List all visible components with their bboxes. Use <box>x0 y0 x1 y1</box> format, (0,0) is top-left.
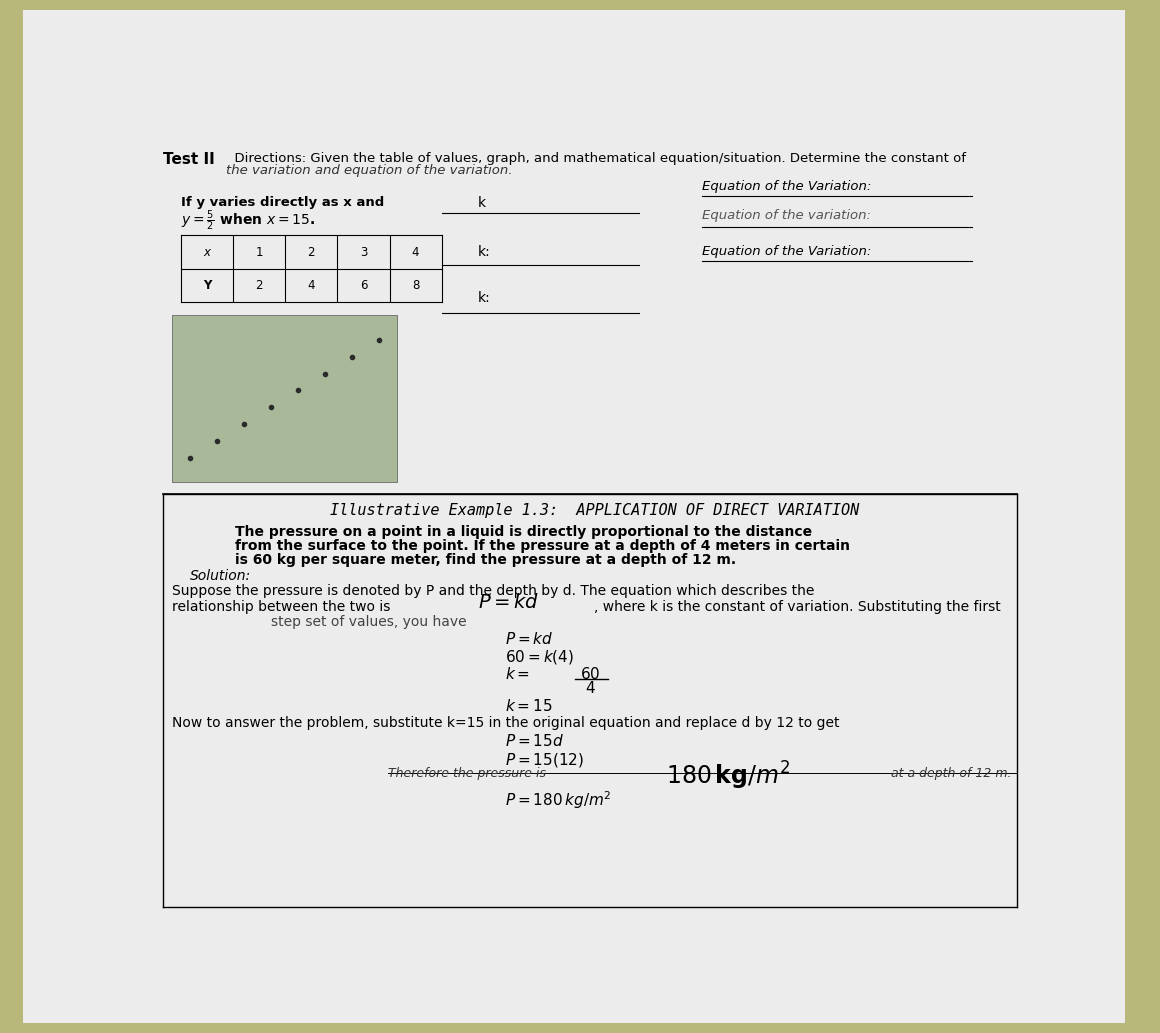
Text: $P = 15(12)$: $P = 15(12)$ <box>505 751 583 769</box>
Text: $P = 180\,\mathregular{kg}/m^2$: $P = 180\,\mathregular{kg}/m^2$ <box>505 789 611 811</box>
Text: $k = 15$: $k = 15$ <box>505 698 552 714</box>
Text: k: k <box>478 195 486 210</box>
Text: Equation of the Variation:: Equation of the Variation: <box>703 245 872 258</box>
Text: at a depth of 12 m.: at a depth of 12 m. <box>891 766 1012 780</box>
Text: $180\,\mathregular{kg}/m^2$: $180\,\mathregular{kg}/m^2$ <box>666 760 791 792</box>
Text: k:: k: <box>478 291 491 305</box>
Text: $P = kd$: $P = kd$ <box>478 593 539 613</box>
Text: The pressure on a point in a liquid is directly proportional to the distance: The pressure on a point in a liquid is d… <box>234 525 812 539</box>
Text: k:: k: <box>478 245 491 259</box>
Text: Y: Y <box>203 279 211 292</box>
Text: Directions: Given the table of values, graph, and mathematical equation/situatio: Directions: Given the table of values, g… <box>226 152 966 165</box>
Text: $P = 15d$: $P = 15d$ <box>505 733 564 749</box>
Text: $60$: $60$ <box>580 665 600 682</box>
Text: from the surface to the point. If the pressure at a depth of 4 meters in certain: from the surface to the point. If the pr… <box>234 539 850 553</box>
Text: Now to answer the problem, substitute k=15 in the original equation and replace : Now to answer the problem, substitute k=… <box>172 716 840 729</box>
Text: 1: 1 <box>255 246 263 258</box>
Text: $4$: $4$ <box>585 680 595 696</box>
Text: $k =$: $k =$ <box>505 666 529 683</box>
FancyBboxPatch shape <box>172 315 397 481</box>
Text: is 60 kg per square meter, find the pressure at a depth of 12 m.: is 60 kg per square meter, find the pres… <box>234 554 737 567</box>
Text: $60 = k(4)$: $60 = k(4)$ <box>505 648 574 666</box>
Text: 2: 2 <box>307 246 316 258</box>
Text: Solution:: Solution: <box>190 569 251 584</box>
Text: Suppose the pressure is denoted by P and the depth by d. The equation which desc: Suppose the pressure is denoted by P and… <box>172 584 814 598</box>
Text: the variation and equation of the variation.: the variation and equation of the variat… <box>226 164 513 177</box>
Text: 4: 4 <box>412 246 420 258</box>
Text: Therefore the pressure is: Therefore the pressure is <box>387 766 545 780</box>
Text: $y = \frac{5}{2}$ when $x = 15$.: $y = \frac{5}{2}$ when $x = 15$. <box>181 209 314 233</box>
Text: , where k is the constant of variation. Substituting the first: , where k is the constant of variation. … <box>594 599 1001 614</box>
Text: Illustrative Example 1.3:  APPLICATION OF DIRECT VARIATION: Illustrative Example 1.3: APPLICATION OF… <box>329 503 860 519</box>
Text: Equation of the variation:: Equation of the variation: <box>703 209 871 222</box>
Text: If y varies directly as x and: If y varies directly as x and <box>181 195 384 209</box>
Text: Test II: Test II <box>162 152 215 166</box>
Text: 2: 2 <box>255 279 263 292</box>
Text: $P = kd$: $P = kd$ <box>505 630 553 647</box>
Text: 4: 4 <box>307 279 316 292</box>
Text: relationship between the two is: relationship between the two is <box>172 599 391 614</box>
Text: Equation of the Variation:: Equation of the Variation: <box>703 180 872 192</box>
Text: x: x <box>203 246 210 258</box>
Text: 8: 8 <box>412 279 419 292</box>
Text: 3: 3 <box>360 246 368 258</box>
Text: step set of values, you have: step set of values, you have <box>271 615 466 629</box>
Text: 6: 6 <box>360 279 368 292</box>
